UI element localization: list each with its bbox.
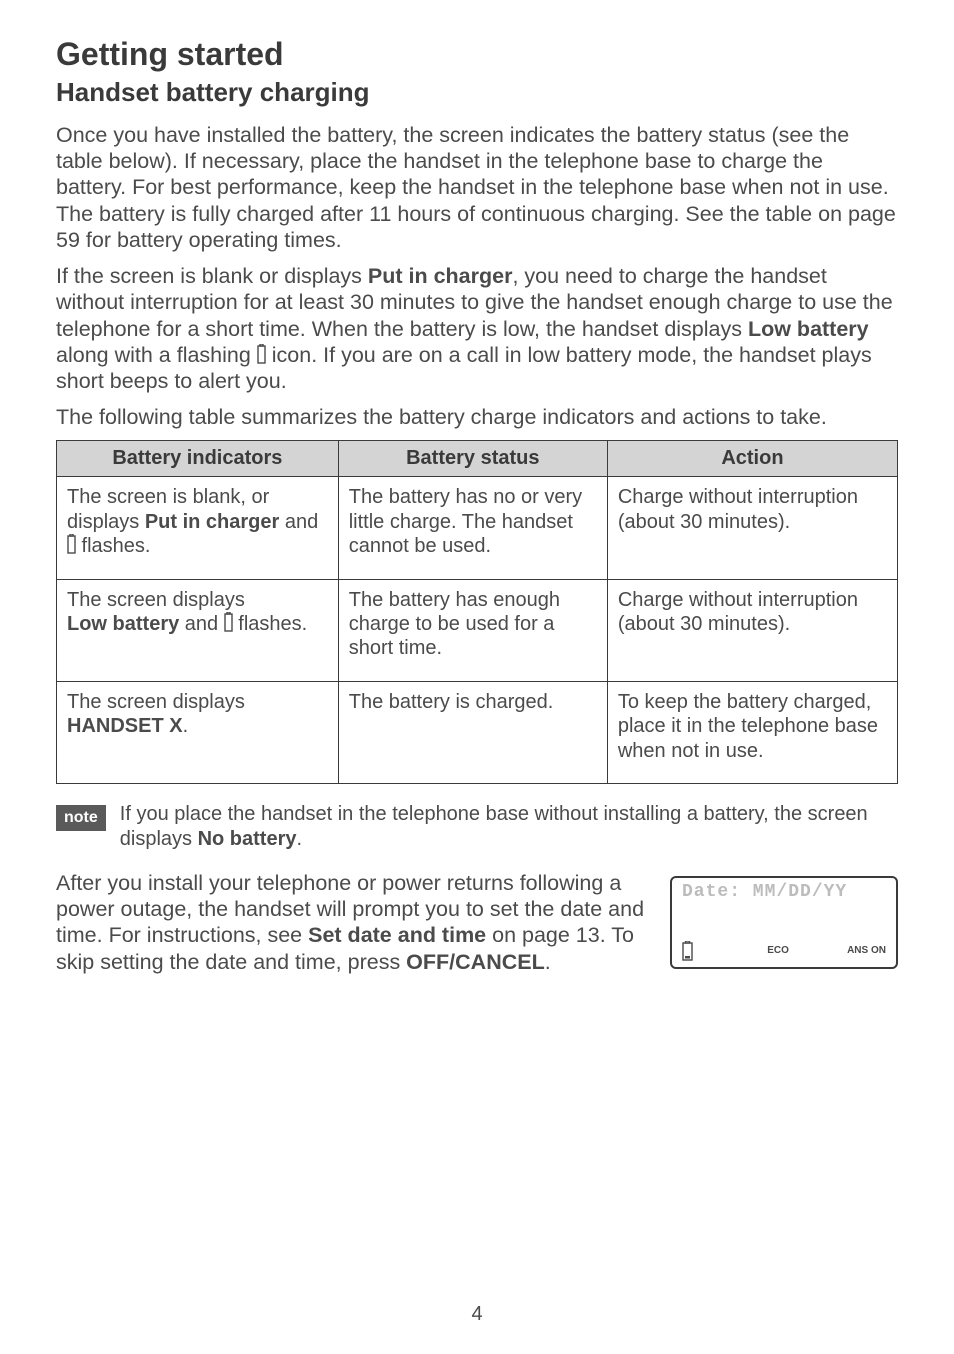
- bold-text: Low battery: [67, 613, 179, 635]
- table-row: The screen displays Low battery and flas…: [57, 579, 898, 681]
- table-row: The screen displays HANDSET X. The batte…: [57, 681, 898, 783]
- text-fragment: .: [183, 715, 189, 737]
- bold-text: HANDSET X: [67, 715, 183, 737]
- after-install-block: After you install your telephone or powe…: [56, 870, 898, 975]
- bold-off-cancel: OFF/CANCEL: [406, 950, 545, 974]
- lcd-date-line: Date: MM/DD/YY: [682, 882, 886, 902]
- summary-line: The following table summarizes the batte…: [56, 404, 898, 430]
- text-fragment: and: [179, 613, 223, 635]
- battery-icon: [257, 344, 266, 364]
- text-fragment: and: [279, 511, 318, 533]
- bold-put-in-charger: Put in charger: [368, 264, 513, 288]
- cell-status: The battery has enough charge to be used…: [338, 579, 607, 681]
- col-header-action: Action: [607, 441, 897, 477]
- text-fragment: The screen displays: [67, 691, 245, 713]
- cell-action: Charge without interruption (about 30 mi…: [607, 477, 897, 579]
- col-header-indicators: Battery indicators: [57, 441, 339, 477]
- text-fragment: If the screen is blank or displays: [56, 264, 368, 288]
- lcd-eco-label: ECO: [767, 945, 789, 956]
- col-header-status: Battery status: [338, 441, 607, 477]
- page-number: 4: [0, 1303, 954, 1326]
- bold-set-date-time: Set date and time: [308, 923, 486, 947]
- note-text: If you place the handset in the telephon…: [120, 802, 898, 852]
- page-heading: Getting started: [56, 36, 898, 73]
- after-install-text: After you install your telephone or powe…: [56, 870, 646, 975]
- battery-icon: [682, 941, 693, 961]
- text-fragment: .: [545, 950, 551, 974]
- bold-low-battery: Low battery: [748, 317, 869, 341]
- intro-paragraph: Once you have installed the battery, the…: [56, 122, 898, 253]
- battery-icon: [224, 612, 233, 632]
- table-row: The screen is blank, or displays Put in …: [57, 477, 898, 579]
- cell-status: The battery is charged.: [338, 681, 607, 783]
- text-fragment: flashes.: [76, 535, 150, 557]
- lcd-status-line: ECO ANS ON: [682, 941, 886, 961]
- section-heading: Handset battery charging: [56, 77, 898, 108]
- put-in-charger-paragraph: If the screen is blank or displays Put i…: [56, 263, 898, 394]
- text-fragment: flashes.: [233, 613, 307, 635]
- cell-status: The battery has no or very little charge…: [338, 477, 607, 579]
- lcd-ans-label: ANS ON: [847, 945, 886, 956]
- cell-action: To keep the battery charged, place it in…: [607, 681, 897, 783]
- bold-text: Put in charger: [145, 511, 279, 533]
- lcd-screen: Date: MM/DD/YY ECO ANS ON: [670, 876, 898, 969]
- text-fragment: along with a flashing: [56, 343, 257, 367]
- cell-indicator: The screen displays Low battery and flas…: [57, 579, 339, 681]
- bold-no-battery: No battery: [198, 828, 297, 850]
- battery-status-table: Battery indicators Battery status Action…: [56, 440, 898, 784]
- text-fragment: The screen displays: [67, 589, 245, 611]
- cell-action: Charge without interruption (about 30 mi…: [607, 579, 897, 681]
- battery-icon: [67, 534, 76, 554]
- note-badge: note: [56, 805, 106, 831]
- cell-indicator: The screen is blank, or displays Put in …: [57, 477, 339, 579]
- note-block: note If you place the handset in the tel…: [56, 802, 898, 852]
- text-fragment: .: [297, 828, 303, 850]
- cell-indicator: The screen displays HANDSET X.: [57, 681, 339, 783]
